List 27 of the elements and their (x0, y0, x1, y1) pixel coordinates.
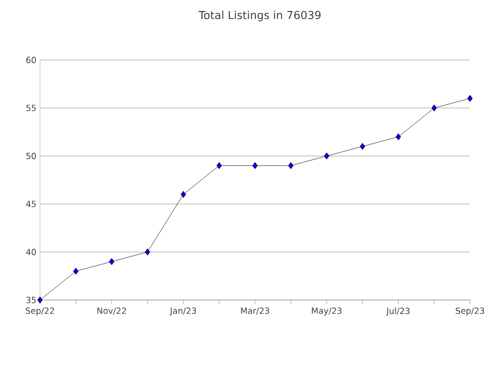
point (216, 162, 222, 170)
y-tick-label: 45 (26, 200, 36, 208)
point (288, 162, 294, 170)
point (37, 296, 43, 304)
y-tick-label: 50 (26, 152, 36, 160)
y-tick-label: 55 (26, 104, 36, 112)
y-tick-label: 40 (26, 248, 36, 256)
point (360, 142, 366, 150)
x-tick-label: May/23 (312, 308, 342, 316)
point (144, 248, 150, 256)
x-tick-label: Sep/22 (26, 308, 54, 316)
x-tick-label: Nov/22 (97, 308, 126, 315)
x-tick-label: Jan/23 (170, 308, 196, 316)
chart-title: Total Listings in 76039 (198, 10, 321, 22)
point (324, 152, 330, 160)
point (252, 162, 258, 170)
point (180, 190, 186, 198)
point (467, 94, 473, 102)
x-tick-label: Jul/23 (386, 308, 410, 316)
x-tick-label: Mar/23 (241, 308, 270, 315)
point (432, 104, 437, 112)
y-tick-label: 35 (26, 296, 36, 304)
point (73, 268, 78, 275)
point (396, 133, 401, 140)
x-tick-label: Sep/23 (456, 308, 484, 316)
point (109, 258, 114, 266)
y-tick-label: 60 (26, 56, 36, 64)
